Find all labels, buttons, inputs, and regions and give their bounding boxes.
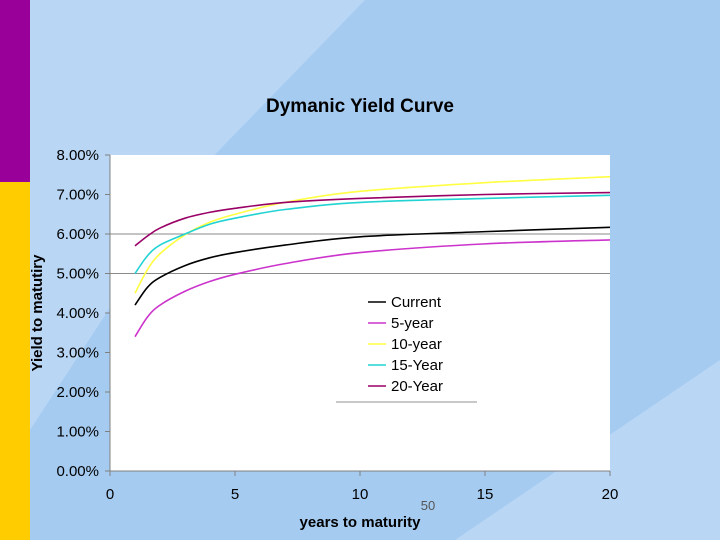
axes [105, 154, 611, 476]
y-tick-label: 6.00% [56, 226, 99, 243]
plot-area [110, 155, 610, 471]
y-axis-label: Yield to matutiry [29, 254, 46, 372]
accent-bar-purple [0, 0, 30, 182]
y-tick-label: 5.00% [56, 266, 99, 283]
accent-bar-yellow [0, 182, 30, 540]
page-number: 50 [421, 498, 435, 513]
gridlines [110, 233, 610, 274]
legend-label: 5-year [391, 315, 434, 332]
x-tick-label: 10 [352, 486, 369, 503]
y-tick-label: 3.00% [56, 345, 99, 362]
y-tick-label: 0.00% [56, 463, 99, 480]
x-tick-labels: 0 5 10 15 20 [106, 486, 619, 503]
y-tick-label: 4.00% [56, 305, 99, 322]
y-tick-labels: 0.00% 1.00% 2.00% 3.00% 4.00% 5.00% 6.00% 7.00%… [56, 147, 99, 480]
legend-label: 10-year [391, 336, 442, 353]
x-tick-label: 0 [106, 486, 114, 503]
legend: Current 5-year 10-year 15-Year 20-Year [336, 294, 477, 403]
series-line-20-year [134, 191, 611, 247]
x-axis-label: years to maturity [300, 514, 422, 531]
y-tick-label: 1.00% [56, 424, 99, 441]
x-tick-label: 20 [602, 486, 619, 503]
series-line-current [134, 226, 611, 306]
y-tick-label: 2.00% [56, 384, 99, 401]
legend-label: 20-Year [391, 378, 443, 395]
y-tick-label: 8.00% [56, 147, 99, 164]
legend-label: Current [391, 294, 442, 311]
series-lines [134, 175, 611, 338]
x-tick-label: 15 [477, 486, 494, 503]
legend-label: 15-Year [391, 357, 443, 374]
chart-title: Dymanic Yield Curve [266, 96, 454, 117]
x-tick-label: 5 [231, 486, 239, 503]
series-line-5-year [134, 239, 611, 338]
y-tick-label: 7.00% [56, 187, 99, 204]
series-line-10-year [134, 175, 611, 294]
series-line-15-year [134, 194, 611, 274]
